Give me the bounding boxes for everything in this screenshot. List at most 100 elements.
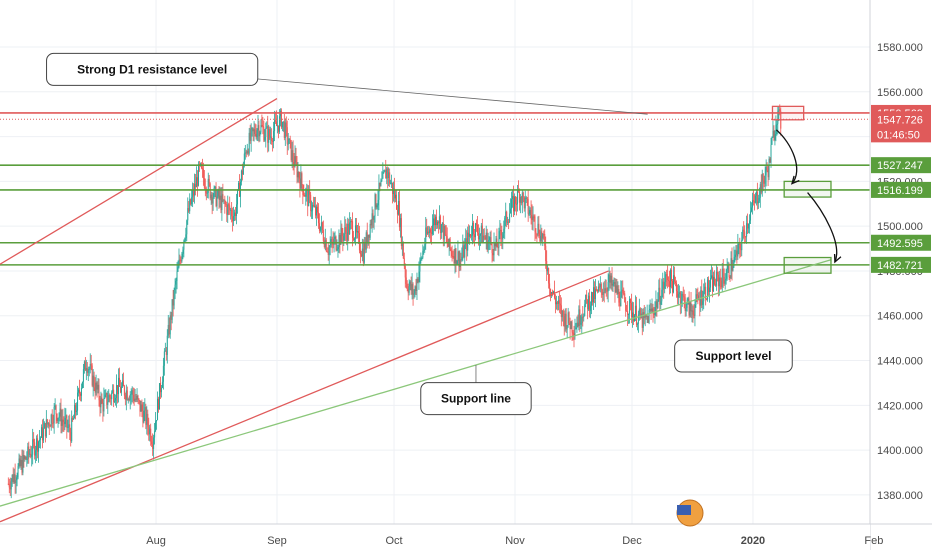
candle-body: [278, 116, 280, 132]
candle-body: [396, 209, 398, 215]
candle-body: [431, 232, 433, 234]
candle-body: [40, 427, 42, 438]
candle-body: [670, 269, 672, 288]
candle-body: [723, 277, 725, 284]
time-tick-label: 2020: [741, 535, 765, 547]
candle-body: [469, 234, 471, 237]
candle-body: [187, 208, 189, 221]
candle-body: [644, 315, 646, 319]
candle-body: [220, 195, 222, 211]
candle-body: [371, 213, 373, 226]
candle-body: [684, 297, 686, 312]
candle-body: [702, 301, 704, 305]
candle-body: [463, 245, 465, 258]
candle-body: [39, 439, 41, 442]
candle-body: [60, 408, 62, 426]
candle-body: [221, 194, 223, 211]
candle-body: [64, 418, 66, 425]
candle-body: [12, 474, 14, 483]
candle-body: [631, 302, 633, 317]
candle-body: [453, 256, 455, 264]
candle-body: [586, 294, 588, 300]
candle-body: [145, 407, 147, 425]
candle-body: [117, 385, 119, 395]
candle-body: [747, 223, 749, 229]
candle-body: [554, 297, 556, 305]
candle-body: [542, 233, 544, 239]
candle-body: [389, 172, 391, 184]
candle-body: [474, 223, 476, 238]
candle-body: [114, 400, 116, 402]
candle-body: [593, 287, 595, 303]
time-axis[interactable]: Aug Sep Oct Nov Dec 2020 Feb: [0, 523, 932, 550]
candle-body: [304, 194, 306, 197]
candle-body: [598, 286, 600, 288]
candle-body: [472, 222, 474, 236]
candle-body: [561, 310, 563, 318]
candle-body: [354, 238, 356, 240]
candle-body: [131, 390, 133, 395]
candle-body: [564, 313, 566, 327]
candle-body: [359, 250, 361, 255]
candle-body: [75, 405, 77, 413]
candle-body: [237, 183, 239, 190]
candle-body: [108, 395, 110, 402]
price-tick-label: 1460.000: [877, 311, 923, 323]
candle-body: [427, 231, 429, 234]
candle-body: [230, 209, 232, 211]
candle-body: [762, 173, 764, 181]
candle-body: [274, 120, 276, 132]
candle-body: [255, 134, 257, 138]
candle-body: [225, 204, 227, 206]
time-tick-label: Sep: [267, 535, 287, 547]
candle-body: [733, 257, 735, 267]
price-axis[interactable]: 1380.000 1400.000 1420.000 1440.000 1460.000…: [869, 0, 932, 550]
candle-body: [89, 363, 91, 370]
candle-body: [241, 170, 243, 175]
candle-body: [378, 182, 380, 200]
candle-body: [414, 286, 416, 294]
candle-body: [32, 439, 34, 455]
candle-body: [735, 250, 737, 255]
candle-body: [537, 223, 539, 234]
candle-body: [742, 229, 744, 240]
candle-body: [343, 233, 345, 241]
candle-body: [513, 195, 515, 212]
candle-body: [250, 128, 252, 141]
candle-body: [342, 235, 344, 241]
candle-body: [184, 238, 186, 241]
candle-body: [151, 441, 153, 445]
candle-body: [719, 277, 721, 281]
candle-body: [341, 227, 343, 236]
candle-body: [86, 368, 88, 373]
candle-body: [265, 128, 267, 137]
candle-body: [355, 225, 357, 233]
candle-body: [70, 431, 72, 442]
candle-body: [423, 249, 425, 251]
candle-body: [321, 222, 323, 230]
candle-body: [363, 243, 365, 263]
candle-body: [390, 183, 392, 185]
candle-body: [268, 129, 270, 143]
candle-body: [210, 194, 212, 199]
candle-body: [525, 197, 527, 199]
candle-body: [385, 170, 387, 179]
candle-body: [142, 410, 144, 423]
candle-body: [141, 404, 143, 411]
candle-body: [207, 178, 209, 193]
candle-body: [490, 237, 492, 245]
candle-body: [751, 207, 753, 212]
candle-body: [589, 295, 591, 311]
candle-body: [439, 216, 441, 233]
candle-body: [345, 227, 347, 233]
candle-body: [31, 454, 33, 457]
candle-body: [593, 287, 595, 300]
trendline-red-lower: [0, 270, 609, 523]
candle-body: [602, 292, 604, 295]
candle-body: [521, 192, 523, 204]
candle-body: [222, 194, 224, 201]
candle-body: [505, 211, 507, 218]
candle-body: [368, 234, 370, 238]
candle-body: [645, 315, 647, 318]
